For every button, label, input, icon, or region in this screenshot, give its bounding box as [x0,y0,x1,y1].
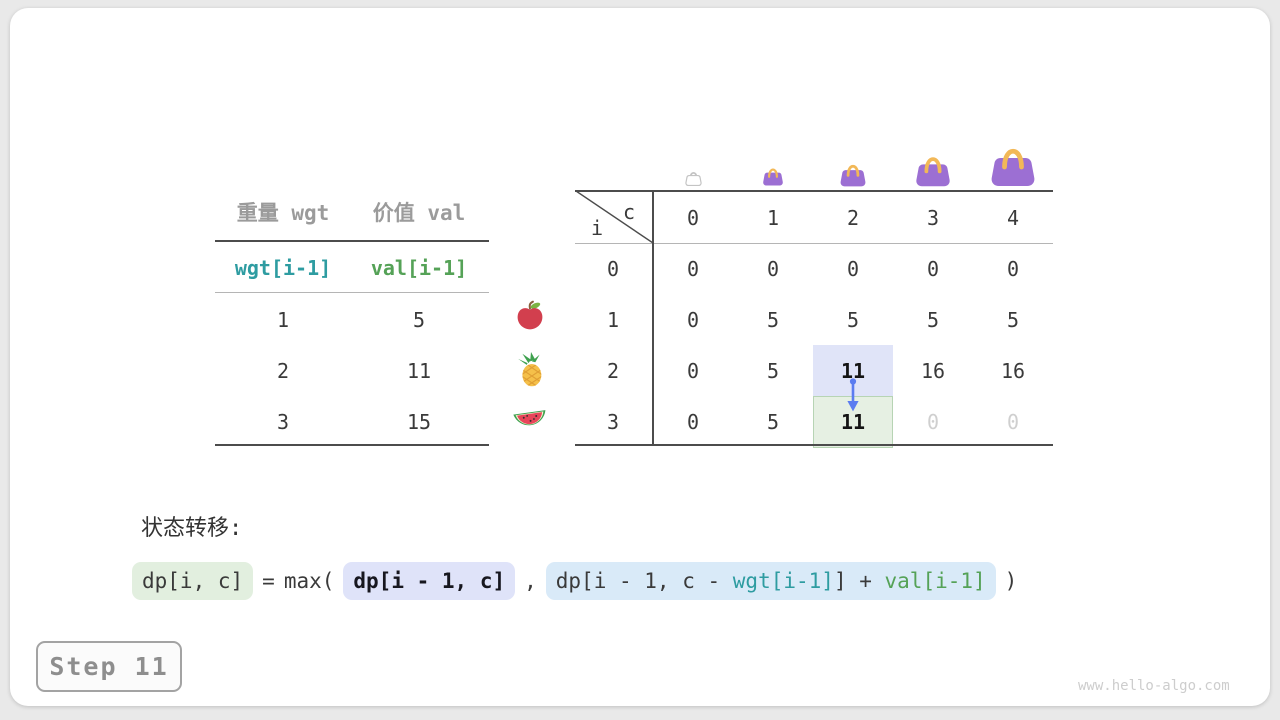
item-wgt: 1 [276,308,290,332]
dp-cell: 0 [766,257,780,281]
bag-icon [916,157,950,187]
formula-arg2: dp[i - 1, c - wgt[i-1]] + val[i-1] [545,562,996,600]
step-badge: Step 11 [36,641,182,692]
item-val: 15 [406,410,432,434]
dp-row-header: 2 [606,359,620,383]
dp-row-header: 3 [606,410,620,434]
bag-icon [991,148,1035,186]
bag-icon [840,164,866,187]
state-transition-formula: dp[i, c] = max( dp[i - 1, c] , dp[i - 1,… [132,559,1026,603]
dp-cell: 0 [926,410,940,434]
pineapple-icon [518,352,542,387]
dp-cell: 5 [926,308,940,332]
item-val: 11 [406,359,432,383]
formula-arg1: dp[i - 1, c] [343,562,516,600]
formula-equals: = [262,569,275,593]
divider [575,243,1053,244]
dp-cell: 0 [686,308,700,332]
formula-arg2-wgt-term: wgt[i-1] [732,569,834,593]
dp-row-header: 1 [606,308,620,332]
dp-cell: 16 [920,359,946,383]
divider [652,190,654,446]
formula-close-paren: ) [1004,569,1018,593]
dp-col-header: 0 [686,206,700,230]
dp-col-header: 3 [926,206,940,230]
dp-cell: 0 [926,257,940,281]
dp-cell: 5 [1006,308,1020,332]
item-val: 5 [412,308,426,332]
divider [215,240,489,242]
corner-diagonal-line [576,191,653,243]
state-transition-label: 状态转移: [141,516,243,541]
formula-arg2-prefix: dp[i - 1, c - [555,569,733,593]
divider [575,444,1053,446]
dp-cell: 0 [686,359,700,383]
dp-col-header: 1 [766,206,780,230]
dp-col-header: 4 [1006,206,1020,230]
items-value-subheader: val[i-1] [370,256,468,280]
dp-cell-target: 11 [840,410,866,434]
dp-corner-col-var: c [622,200,636,224]
dp-cell: 0 [686,257,700,281]
formula-arg2-val-term: val[i-1] [884,569,986,593]
apple-icon [517,300,543,330]
divider [215,292,489,293]
dp-cell: 16 [1000,359,1026,383]
dp-col-header: 2 [846,206,860,230]
dp-cell: 5 [766,359,780,383]
items-weight-subheader: wgt[i-1] [234,256,332,280]
divider [215,444,489,446]
dp-cell: 5 [846,308,860,332]
dp-cell: 5 [766,308,780,332]
bag-icon [763,168,783,186]
items-value-header: 价值 val [372,201,466,225]
item-wgt: 3 [276,410,290,434]
formula-lhs: dp[i, c] [132,562,254,600]
bag-empty-icon [685,171,702,186]
watermelon-icon [513,410,546,426]
dp-row-header: 0 [606,257,620,281]
formula-arg2-middle: ] + [833,569,885,593]
formula-comma: , [524,569,537,593]
dp-cell: 0 [1006,257,1020,281]
item-wgt: 2 [276,359,290,383]
dp-cell: 0 [846,257,860,281]
divider [575,190,1053,192]
dp-cell: 0 [1006,410,1020,434]
formula-max-open: max( [283,569,335,593]
dp-cell: 0 [686,410,700,434]
dp-corner-row-var: i [590,216,604,240]
watermark: www.hello-algo.com [1078,678,1230,694]
dp-cell: 5 [766,410,780,434]
arrow-down-icon [847,378,859,412]
items-weight-header: 重量 wgt [236,201,330,225]
